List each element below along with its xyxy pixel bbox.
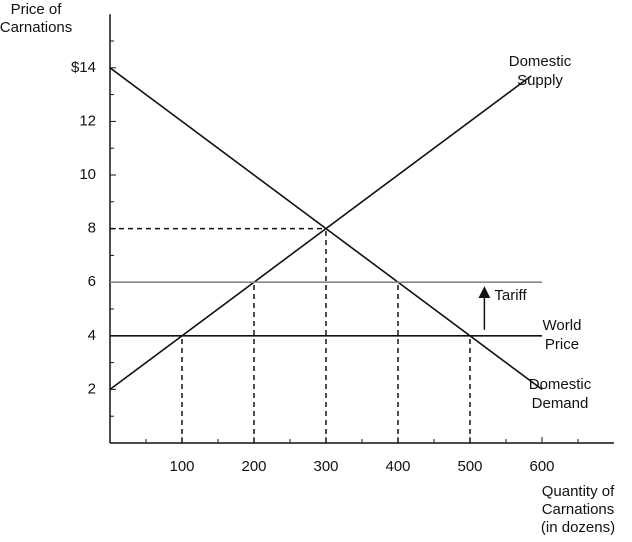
x-tick-label: 300	[313, 458, 338, 475]
curve-label: World	[543, 317, 582, 334]
x-axis-label: Quantity of	[542, 483, 615, 500]
y-tick-label: 6	[88, 273, 96, 290]
curve-label: Price	[545, 336, 579, 353]
y-tick-label: 12	[79, 112, 96, 129]
tariff-label: Tariff	[494, 287, 527, 304]
y-tick-label: 2	[88, 380, 96, 397]
x-tick-label: 400	[385, 458, 410, 475]
y-tick-label: 10	[79, 166, 96, 183]
x-tick-label: 100	[169, 458, 194, 475]
x-tick-label: 600	[529, 458, 554, 475]
curve-label: Demand	[532, 395, 589, 412]
curve-label: Domestic	[509, 53, 572, 70]
curve-label: Domestic	[529, 376, 592, 393]
curve	[109, 75, 532, 391]
x-tick-label: 200	[241, 458, 266, 475]
x-tick-label: 500	[457, 458, 482, 475]
y-tick-label: 4	[88, 327, 96, 344]
y-axis-label: Carnations	[0, 19, 72, 36]
y-tick-label: 8	[88, 220, 96, 237]
x-axis-label: Carnations	[542, 501, 615, 518]
y-tick-label: $14	[71, 59, 96, 76]
x-axis-label: (in dozens)	[541, 519, 615, 536]
curve	[109, 67, 543, 391]
y-axis-label: Price of	[11, 1, 63, 18]
curve-label: Supply	[517, 72, 563, 89]
